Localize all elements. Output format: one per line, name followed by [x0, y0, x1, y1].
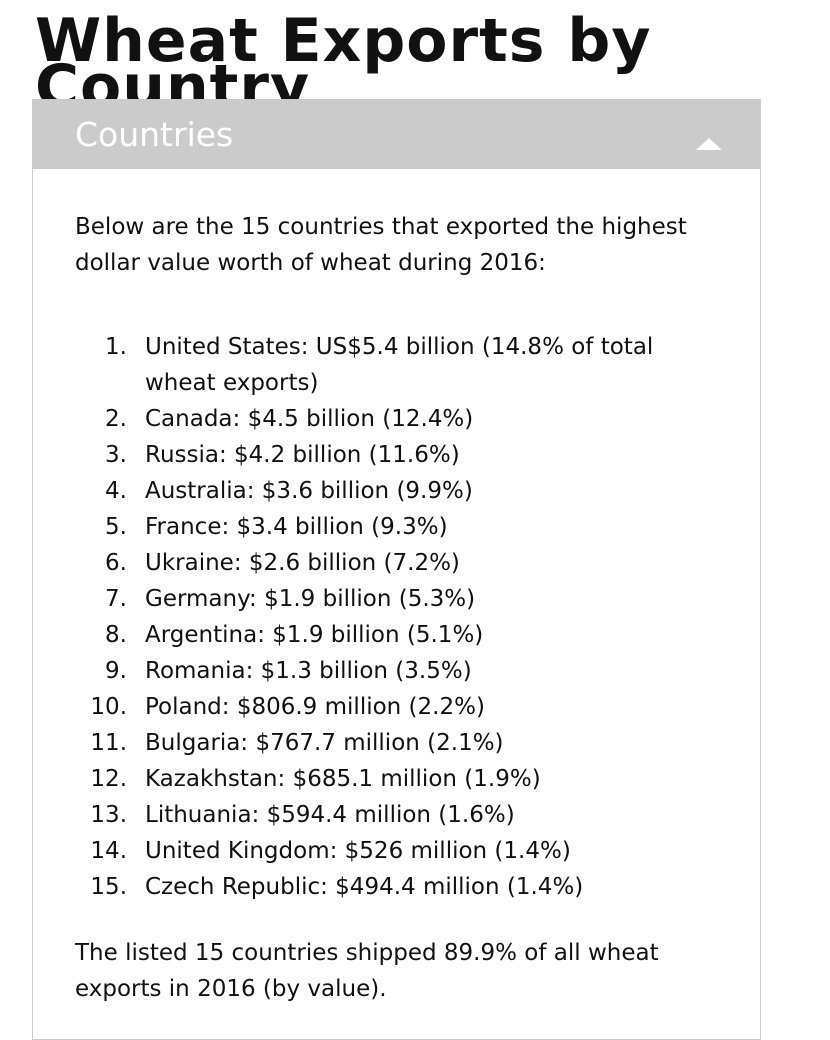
- item-number: 14.: [90, 838, 127, 864]
- item-number: 5.: [105, 514, 127, 540]
- item-text: Czech Republic: $494.4 million (1.4%): [145, 874, 584, 900]
- collapse-arrow[interactable]: [696, 137, 722, 151]
- list-item: 9. Romania: $1.3 billion (3.5%): [75, 653, 725, 689]
- item-text: Russia: $4.2 billion (11.6%): [145, 442, 460, 468]
- item-number: 3.: [105, 442, 127, 468]
- item-text: Canada: $4.5 billion (12.4%): [145, 406, 474, 432]
- item-text: Romania: $1.3 billion (3.5%): [145, 658, 472, 684]
- country-list: 1. United States: US$5.4 billion (14.8% o…: [75, 329, 725, 905]
- item-number: 8.: [105, 622, 127, 648]
- item-number: 7.: [105, 586, 127, 612]
- list-item: 10. Poland: $806.9 million (2.2%): [75, 689, 725, 725]
- list-item: 11. Bulgaria: $767.7 million (2.1%): [75, 725, 725, 761]
- item-text: Poland: $806.9 million (2.2%): [145, 694, 485, 720]
- list-item: 2. Canada: $4.5 billion (12.4%): [75, 401, 725, 437]
- list-item: 12. Kazakhstan: $685.1 million (1.9%): [75, 761, 725, 797]
- accordion-heading: Countries: [75, 115, 234, 154]
- accordion-panel: Countries Below are the 15 countries tha…: [32, 99, 761, 1040]
- item-number: 1.: [105, 334, 127, 360]
- list-item: 7. Germany: $1.9 billion (5.3%): [75, 581, 725, 617]
- list-item: 1. United States: US$5.4 billion (14.8% o…: [75, 329, 725, 401]
- item-number: 2.: [105, 406, 127, 432]
- item-number: 10.: [90, 694, 127, 720]
- item-number: 15.: [90, 874, 127, 900]
- list-item: 15. Czech Republic: $494.4 million (1.4%): [75, 869, 725, 905]
- item-text: Bulgaria: $767.7 million (2.1%): [145, 730, 504, 756]
- item-number: 6.: [105, 550, 127, 576]
- item-text: Lithuania: $594.4 million (1.6%): [145, 802, 515, 828]
- item-number: 4.: [105, 478, 127, 504]
- panel-body: Below are the 15 countries that exported…: [75, 209, 725, 1007]
- item-text: Kazakhstan: $685.1 million (1.9%): [145, 766, 541, 792]
- item-number: 12.: [90, 766, 127, 792]
- item-text: France: $3.4 billion (9.3%): [145, 514, 448, 540]
- list-item: 13. Lithuania: $594.4 million (1.6%): [75, 797, 725, 833]
- item-text: United Kingdom: $526 million (1.4%): [145, 838, 571, 864]
- item-text: United States: US$5.4 billion (14.8% of …: [145, 334, 654, 396]
- intro-text: Below are the 15 countries that exported…: [75, 214, 687, 276]
- item-text: Argentina: $1.9 billion (5.1%): [145, 622, 484, 648]
- list-item: 3. Russia: $4.2 billion (11.6%): [75, 437, 725, 473]
- list-item: 14. United Kingdom: $526 million (1.4%): [75, 833, 725, 869]
- list-item: 8. Argentina: $1.9 billion (5.1%): [75, 617, 725, 653]
- list-item: 6. Ukraine: $2.6 billion (7.2%): [75, 545, 725, 581]
- item-text: Australia: $3.6 billion (9.9%): [145, 478, 473, 504]
- accordion-header[interactable]: Countries: [33, 99, 760, 169]
- item-number: 9.: [105, 658, 127, 684]
- item-text: Germany: $1.9 billion (5.3%): [145, 586, 476, 612]
- footer-text: The listed 15 countries shipped 89.9% of…: [75, 940, 659, 1002]
- list-item: 5. France: $3.4 billion (9.3%): [75, 509, 725, 545]
- list-item: 4. Australia: $3.6 billion (9.9%): [75, 473, 725, 509]
- item-number: 11.: [90, 730, 127, 756]
- item-text: Ukraine: $2.6 billion (7.2%): [145, 550, 460, 576]
- item-number: 13.: [90, 802, 127, 828]
- page-title: Wheat Exports by Country: [35, 6, 652, 122]
